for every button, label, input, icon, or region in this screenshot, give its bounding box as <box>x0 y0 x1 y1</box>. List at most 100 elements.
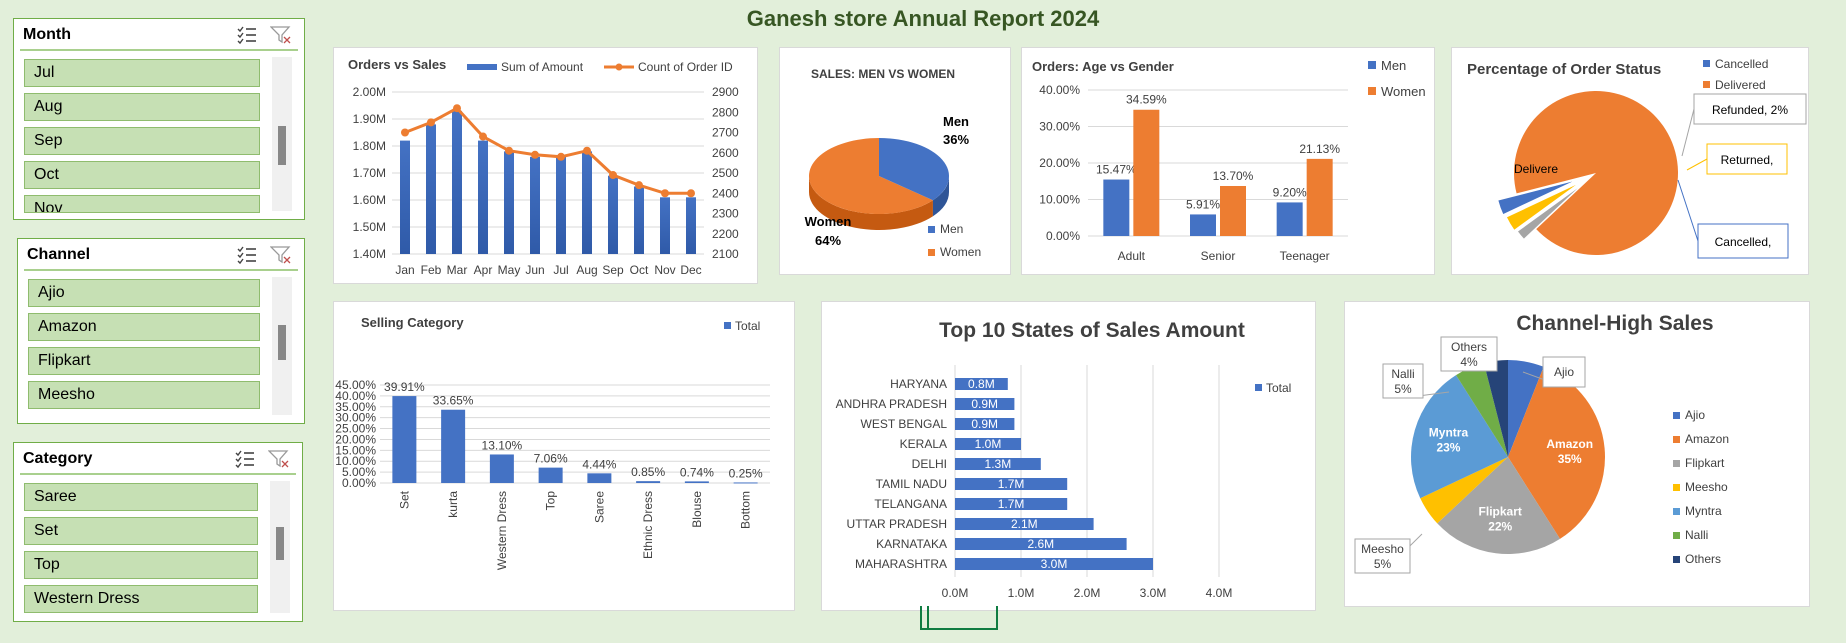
channel-slicer-item[interactable]: Amazon <box>28 313 260 341</box>
legend-marker-orders <box>615 63 623 71</box>
right-tick-label: 2700 <box>712 126 739 140</box>
callout-box <box>1440 336 1498 372</box>
left-tick-label: 1.90M <box>353 112 386 126</box>
month-slicer-scroll-thumb[interactable] <box>278 126 286 165</box>
channel-slicer-title: Channel <box>27 246 91 263</box>
channel-slicer-scrollbar[interactable] <box>272 277 292 415</box>
data-label: 34.59% <box>1126 93 1167 107</box>
month-slicer-item[interactable]: Nov <box>24 195 260 213</box>
line-orders <box>404 106 691 195</box>
callout-leader <box>1677 179 1699 242</box>
slice-label-name: Flipkart <box>1479 505 1522 519</box>
bar-amount <box>660 197 670 254</box>
legend-entry: Meesho <box>1685 480 1728 494</box>
selling-category-card: Selling Category Total 0.00% 5.00% 10.00% 15.… <box>333 301 795 611</box>
category-slicer-item[interactable]: Saree <box>24 483 258 511</box>
legend-swatch-women <box>928 249 935 256</box>
multiselect-icon[interactable] <box>234 449 256 469</box>
data-label: 1.7M <box>998 497 1025 511</box>
slice-depth-men <box>932 176 949 217</box>
channel-slicer-item[interactable]: Flipkart <box>28 347 260 375</box>
clear-filter-icon[interactable] <box>269 245 292 265</box>
slice-label: Flipkart 22% <box>1479 505 1522 534</box>
data-label: 0.74% <box>680 465 714 479</box>
month-slicer-scrollbar[interactable] <box>272 57 292 211</box>
bar-men <box>1190 214 1216 236</box>
legend-swatch <box>1368 87 1376 95</box>
x-tick-label: Jul <box>553 263 568 277</box>
callout-label: Others 4% <box>1451 340 1487 369</box>
bar-men <box>1103 179 1130 236</box>
bar <box>955 498 1068 510</box>
right-tick-label: 2600 <box>712 146 739 160</box>
left-tick-label: 2.00M <box>353 85 386 99</box>
legend-entry: Total <box>1266 381 1291 395</box>
legend-swatch <box>1673 436 1680 443</box>
data-label: 3.0M <box>1041 557 1068 571</box>
x-tick-label: 2.0M <box>1074 586 1101 600</box>
category-slicer-scroll-thumb[interactable] <box>276 527 284 561</box>
legend-entry: Others <box>1685 552 1721 566</box>
bar-amount <box>686 197 696 254</box>
selected-cell[interactable] <box>920 606 998 630</box>
point-orders <box>401 128 409 137</box>
sales-men-women-chart: SALES: MEN VS WOMEN Men 36% Women 64% Men Wome… <box>805 67 982 259</box>
chart-title: Selling Category <box>361 315 464 330</box>
x-tick-label: May <box>498 263 521 277</box>
month-slicer-item[interactable]: Aug <box>24 93 260 121</box>
slice-men <box>879 138 949 201</box>
bar <box>489 454 514 483</box>
slice-women <box>809 138 933 215</box>
right-tick-label: 2200 <box>712 227 739 241</box>
slice-delivered <box>1514 90 1678 255</box>
y-tick-label: UTTAR PRADESH <box>847 517 947 531</box>
chart-title: Channel-High Sales <box>1516 312 1713 335</box>
legend-amount: Sum of Amount <box>501 60 584 74</box>
channel-slicer-item[interactable]: Meesho <box>28 381 260 409</box>
orders-age-gender-card: Orders: Age vs Gender 0.00% 10.00% 20.00% 30… <box>1021 47 1435 275</box>
callout-label: Cancelled, <box>1715 235 1772 249</box>
right-tick-label: 2500 <box>712 166 739 180</box>
y-tick-label: MAHARASHTRA <box>855 557 947 571</box>
report-title: Ganesh store Annual Report 2024 <box>746 6 1100 31</box>
callout-line: 4% <box>1460 355 1478 369</box>
data-label: 9.20% <box>1273 185 1307 199</box>
bar <box>955 418 1015 430</box>
data-label: 0.9M <box>971 417 998 431</box>
bar-amount <box>478 140 488 254</box>
y-tick-label: 30.00% <box>1039 120 1080 134</box>
category-slicer-item[interactable]: Set <box>24 517 258 545</box>
slice-nalli <box>1456 363 1508 457</box>
multiselect-icon[interactable] <box>236 25 258 45</box>
callout-label: Meesho 5% <box>1361 542 1404 571</box>
y-tick-label: 5.00% <box>342 465 376 479</box>
y-tick-label: 25.00% <box>335 422 376 436</box>
bar <box>733 482 758 484</box>
month-slicer-item[interactable]: Oct <box>24 161 260 189</box>
legend-entry: Myntra <box>1685 504 1722 518</box>
channel-slicer-item[interactable]: Ajio <box>28 279 260 307</box>
legend-swatch <box>1673 556 1680 563</box>
channel-slicer-header: Channel <box>24 239 298 271</box>
month-slicer-item[interactable]: Sep <box>24 127 260 155</box>
point-orders <box>505 146 513 155</box>
channel-slicer-scroll-thumb[interactable] <box>278 325 286 360</box>
bar <box>636 481 661 483</box>
callout-box <box>1693 93 1807 125</box>
data-label: 33.65% <box>433 394 474 408</box>
y-tick-label: KARNATAKA <box>876 537 947 551</box>
data-label: 0.9M <box>971 397 998 411</box>
month-slicer: Month Jul Aug Sep Oct Nov <box>13 18 305 220</box>
right-tick-label: 2100 <box>712 247 739 261</box>
clear-filter-icon[interactable] <box>267 449 290 469</box>
category-slicer-scrollbar[interactable] <box>270 481 290 613</box>
left-tick-label: 1.60M <box>353 193 386 207</box>
month-slicer-item[interactable]: Jul <box>24 59 260 87</box>
point-orders <box>609 171 617 180</box>
clear-filter-icon[interactable] <box>269 25 292 45</box>
category-slicer-item[interactable]: Western Dress <box>24 585 258 613</box>
y-tick-label: 45.00% <box>335 378 376 392</box>
multiselect-icon[interactable] <box>236 245 258 265</box>
category-slicer-item[interactable]: Top <box>24 551 258 579</box>
x-tick-label: Adult <box>1118 249 1146 263</box>
